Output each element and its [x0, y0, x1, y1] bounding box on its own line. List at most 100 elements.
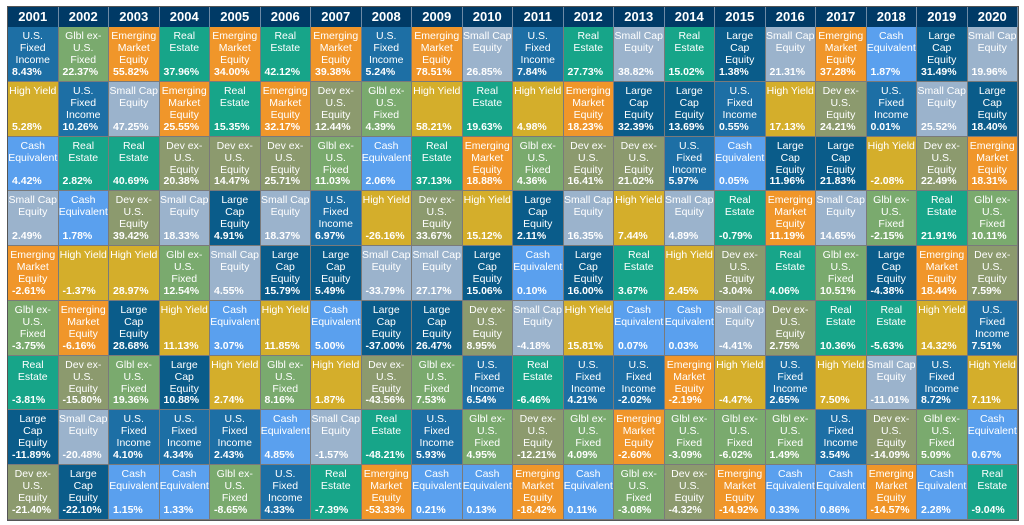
- cell-2009-rank-2: High Yield 58.21%: [412, 81, 463, 137]
- return-value: 4.09%: [567, 449, 598, 462]
- cell-2011-rank-2: High Yield 4.98%: [513, 81, 564, 137]
- cell-2017-rank-1: Emerging Market Equity 37.28%: [816, 27, 867, 82]
- cell-2008-rank-3: Cash Equivalent 2.06%: [361, 136, 412, 192]
- cell-2008-rank-6: Large Cap Equity -37.00%: [361, 300, 412, 356]
- asset-class-label: U.S. Fixed Income: [520, 30, 555, 66]
- asset-class-label: High Yield: [514, 84, 562, 97]
- return-value: 0.67%: [971, 449, 1002, 462]
- cell-2008-rank-2: Glbl ex- U.S. Fixed 4.39%: [361, 81, 412, 137]
- asset-class-label: Real Estate: [421, 139, 452, 164]
- cell-2018-rank-3: High Yield -2.08%: [866, 136, 917, 192]
- cell-2018-rank-4: Glbl ex- U.S. Fixed -2.15%: [866, 191, 917, 247]
- asset-class-label: Glbl ex- U.S. Fixed: [974, 194, 1011, 231]
- return-value: 34.00%: [214, 65, 250, 78]
- cell-2012-rank-4: Small Cap Equity 16.35%: [563, 191, 614, 247]
- cell-2014-rank-2: Large Cap Equity 13.69%: [664, 81, 715, 137]
- return-value: 18.23%: [567, 120, 604, 133]
- returns-quilt-table: 2001 U.S. Fixed Income 8.43% High Yield 5.28% C…: [7, 6, 1019, 521]
- return-value: 42.12%: [264, 65, 301, 78]
- asset-class-label: Small Cap Equity: [362, 249, 411, 274]
- return-value: 18.37%: [264, 230, 301, 243]
- cell-2011-rank-6: Small Cap Equity -4.18%: [513, 300, 564, 356]
- cell-2005-rank-4: Large Cap Equity 4.91%: [210, 191, 261, 247]
- asset-class-label: Small Cap Equity: [917, 84, 966, 109]
- return-value: 21.91%: [921, 230, 957, 243]
- return-value: 0.13%: [466, 503, 497, 516]
- asset-class-label: Small Cap Equity: [564, 194, 613, 219]
- asset-class-label: U.S. Fixed Income: [924, 358, 959, 395]
- return-value: 10.26%: [62, 120, 99, 133]
- return-value: -26.16%: [365, 230, 405, 243]
- return-value: -2.15%: [870, 230, 904, 243]
- cell-2013-rank-4: High Yield 7.44%: [614, 191, 665, 247]
- asset-class-label: Dev ex- U.S. Equity: [65, 358, 102, 395]
- cell-2003-rank-9: Cash Equivalent 1.15%: [109, 465, 160, 520]
- cell-2008-rank-1: U.S. Fixed Income 5.24%: [361, 27, 412, 82]
- asset-class-label: Small Cap Equity: [210, 249, 259, 274]
- asset-class-label: U.S. Fixed Income: [369, 30, 404, 66]
- asset-class-label: Dev ex- U.S. Equity: [671, 468, 708, 505]
- cell-2010-rank-7: U.S. Fixed Income 6.54%: [462, 355, 513, 411]
- asset-class-label: Emerging Market Equity: [464, 139, 510, 176]
- asset-class-label: U.S. Fixed Income: [470, 358, 505, 395]
- cell-2014-rank-1: Real Estate 15.02%: [664, 27, 715, 82]
- cell-2004-rank-3: Dev ex- U.S. Equity 20.38%: [159, 136, 210, 192]
- cell-2019-rank-9: Cash Equivalent 2.28%: [917, 465, 968, 520]
- cell-2003-rank-3: Real Estate 40.69%: [109, 136, 160, 192]
- cell-2019-rank-3: Dev ex- U.S. Equity 22.49%: [917, 136, 968, 192]
- asset-class-label: U.S. Fixed Income: [621, 358, 656, 395]
- return-value: 39.42%: [113, 230, 149, 243]
- return-value: 78.51%: [416, 65, 452, 78]
- cell-2001-rank-1: U.S. Fixed Income 8.43%: [8, 27, 59, 82]
- cell-2003-rank-1: Emerging Market Equity 55.82%: [109, 27, 160, 82]
- return-value: 40.69%: [113, 175, 149, 188]
- cell-2014-rank-7: Emerging Market Equity -2.19%: [664, 355, 715, 411]
- cell-2019-rank-1: Large Cap Equity 31.49%: [917, 27, 968, 82]
- asset-class-label: Small Cap Equity: [715, 303, 764, 328]
- cell-2004-rank-2: Emerging Market Equity 25.55%: [159, 81, 210, 137]
- cell-2019-rank-2: Small Cap Equity 25.52%: [917, 81, 968, 137]
- cell-2005-rank-5: Small Cap Equity 4.55%: [210, 246, 261, 301]
- asset-class-label: Emerging Market Equity: [818, 30, 864, 66]
- asset-class-label: Dev ex- U.S. Equity: [418, 194, 455, 231]
- cell-2013-rank-7: U.S. Fixed Income -2.02%: [614, 355, 665, 411]
- cell-2005-rank-8: U.S. Fixed Income 2.43%: [210, 410, 261, 466]
- cell-2001-rank-4: Small Cap Equity 2.49%: [8, 191, 59, 247]
- cell-2015-rank-4: Real Estate -0.79%: [715, 191, 766, 247]
- return-value: 0.10%: [517, 284, 547, 297]
- return-value: 37.13%: [416, 175, 452, 188]
- cell-2007-rank-2: Dev ex- U.S. Equity 12.44%: [311, 81, 362, 137]
- asset-class-label: Glbl ex- U.S. Fixed: [115, 358, 152, 395]
- asset-class-label: Cash Equivalent: [210, 303, 260, 328]
- return-value: 28.97%: [113, 284, 149, 297]
- asset-class-label: Real Estate: [573, 30, 604, 54]
- cell-2012-rank-7: U.S. Fixed Income 4.21%: [563, 355, 614, 411]
- return-value: -20.48%: [62, 449, 102, 462]
- return-value: 13.69%: [668, 120, 705, 133]
- asset-class-label: Large Cap Equity: [826, 139, 856, 176]
- asset-class-label: Large Cap Equity: [169, 358, 199, 395]
- cell-2016-rank-5: Real Estate 4.06%: [765, 246, 816, 301]
- cell-2006-rank-5: Large Cap Equity 15.79%: [260, 246, 311, 301]
- asset-class-label: U.S. Fixed Income: [318, 194, 353, 231]
- cell-2008-rank-9: Emerging Market Equity -53.33%: [361, 465, 412, 520]
- return-value: 22.49%: [921, 175, 957, 188]
- cell-2005-rank-9: Glbl ex- U.S. Fixed -8.65%: [210, 465, 261, 520]
- cell-2004-rank-1: Real Estate 37.96%: [159, 27, 210, 82]
- return-value: 6.97%: [315, 230, 345, 243]
- asset-class-label: Dev ex- U.S. Equity: [721, 249, 758, 286]
- asset-class-label: Large Cap Equity: [422, 303, 452, 340]
- cell-2016-rank-4: Emerging Market Equity 11.19%: [765, 191, 816, 247]
- cell-2007-rank-5: Large Cap Equity 5.49%: [311, 246, 362, 301]
- asset-class-label: Dev ex- U.S. Equity: [115, 194, 152, 231]
- return-value: -12.21%: [517, 449, 557, 462]
- asset-class-label: Cash Equivalent: [311, 303, 361, 328]
- cell-2018-rank-7: Small Cap Equity -11.01%: [866, 355, 917, 411]
- asset-class-label: Dev ex- U.S. Equity: [267, 139, 304, 176]
- cell-2009-rank-7: Glbl ex- U.S. Fixed 7.53%: [412, 355, 463, 411]
- return-value: -22.10%: [62, 503, 102, 516]
- cell-2018-rank-1: Cash Equivalent 1.87%: [866, 27, 917, 82]
- cell-2012-rank-6: High Yield 15.81%: [563, 300, 614, 356]
- asset-class-label: Dev ex- U.S. Equity: [822, 84, 859, 121]
- cell-2003-rank-5: High Yield 28.97%: [109, 246, 160, 301]
